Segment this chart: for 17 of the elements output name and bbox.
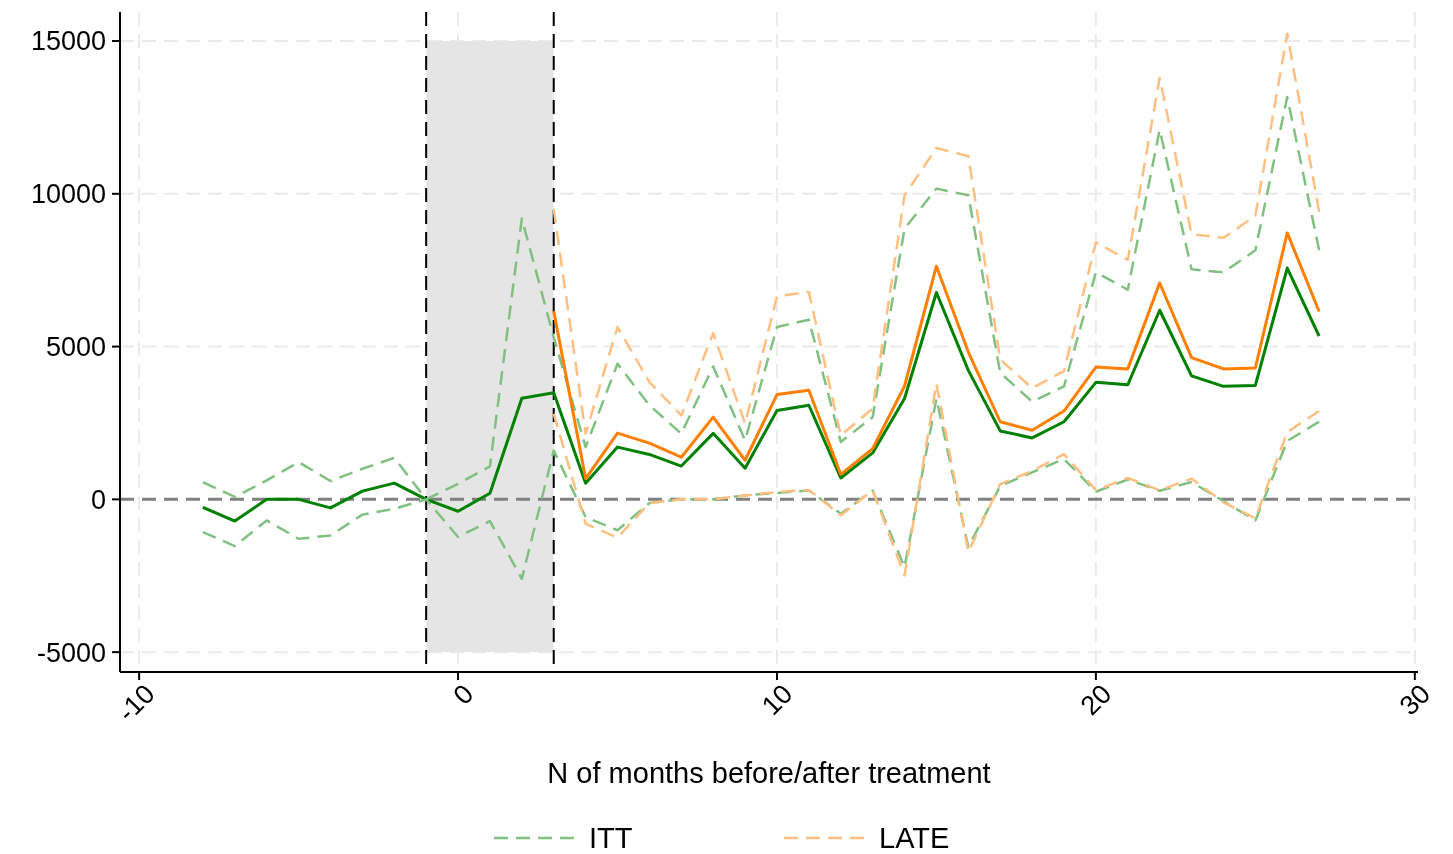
line-series — [552, 231, 1321, 481]
y-tick-label: 5000 — [45, 332, 106, 363]
line-series — [552, 382, 1321, 577]
x-axis-title: N of months before/after treatment — [547, 757, 991, 789]
legend-label: ITT — [589, 822, 633, 854]
y-tick-label: 15000 — [30, 26, 106, 57]
x-tick-label: 0 — [447, 678, 480, 711]
y-tick-label: 0 — [90, 484, 106, 515]
line-series — [552, 32, 1321, 437]
x-tick-label: 20 — [1074, 678, 1118, 722]
x-tick-label: 10 — [755, 678, 799, 722]
x-tick-label: 30 — [1393, 678, 1437, 722]
y-tick-label: 10000 — [30, 179, 106, 210]
y-tick-label: -5000 — [36, 637, 106, 668]
line-series — [201, 266, 1321, 523]
x-tick-label: -10 — [111, 678, 161, 728]
legend-label: LATE — [879, 822, 950, 854]
